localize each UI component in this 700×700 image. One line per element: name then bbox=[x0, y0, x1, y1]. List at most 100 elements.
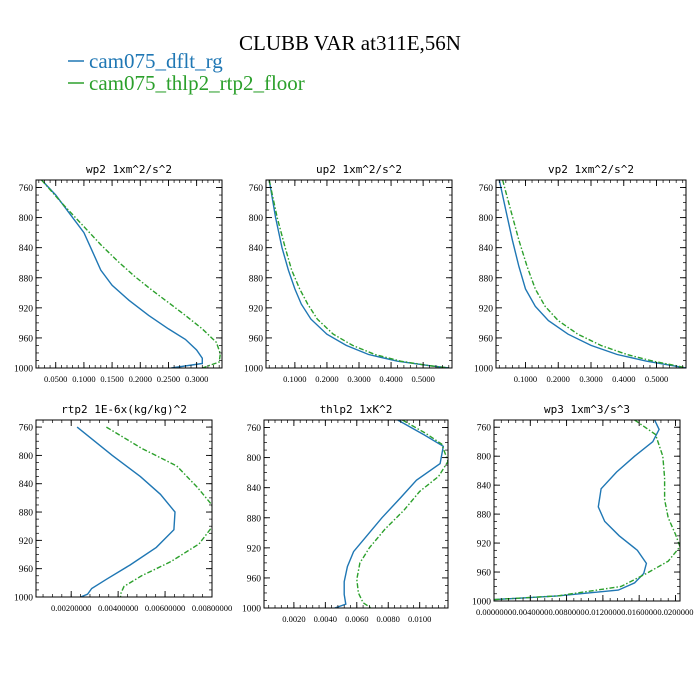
series-line-floor bbox=[494, 420, 680, 601]
x-tick-label: 0.4000 bbox=[379, 374, 402, 384]
panel-title: rtp2 1E-6x(kg/kg)^2 bbox=[61, 403, 187, 416]
y-tick-label: 960 bbox=[247, 574, 262, 584]
x-tick-label: 0.5000 bbox=[645, 374, 668, 384]
y-tick-label: 920 bbox=[477, 540, 492, 550]
panel-title: wp2 1xm^2/s^2 bbox=[86, 163, 172, 176]
y-tick-label: 920 bbox=[19, 304, 34, 314]
x-tick-label: 0.2000 bbox=[129, 374, 152, 384]
y-tick-label: 760 bbox=[249, 184, 264, 194]
y-tick-label: 960 bbox=[249, 334, 264, 344]
plot-frame bbox=[493, 419, 681, 602]
y-tick-label: 1000 bbox=[472, 598, 491, 608]
series-line-floor bbox=[106, 426, 212, 597]
y-tick-label: 760 bbox=[19, 424, 34, 434]
y-tick-label: 1000 bbox=[14, 365, 33, 375]
series-line-floor bbox=[41, 180, 222, 368]
series-line-dflt bbox=[498, 180, 686, 368]
legend-label-floor: cam075_thlp2_rtp2_floor bbox=[89, 71, 305, 95]
y-tick-label: 800 bbox=[477, 453, 492, 463]
y-tick-label: 840 bbox=[19, 480, 34, 490]
panel-1: wp2 1xm^2/s^2 760 800 840 880 920 960 1000 0.050… bbox=[14, 163, 223, 384]
x-tick-label: 0.00600000 bbox=[145, 603, 185, 613]
y-tick-label: 960 bbox=[477, 569, 492, 579]
y-tick-label: 920 bbox=[249, 304, 264, 314]
series-line-dflt bbox=[268, 180, 449, 368]
panel-title: vp2 1xm^2/s^2 bbox=[548, 163, 634, 176]
y-tick-label: 840 bbox=[247, 484, 262, 494]
x-tick-label: 0.0100 bbox=[408, 614, 431, 624]
x-tick-label: 0.00200000 bbox=[51, 603, 91, 613]
panel-2: up2 1xm^2/s^2 760 800 840 880 920 960 1000 0.100… bbox=[244, 163, 453, 384]
y-tick-label: 880 bbox=[247, 514, 262, 524]
figure-title: CLUBB VAR at311E,56N bbox=[239, 31, 461, 55]
legend: cam075_dflt_rg cam075_thlp2_rtp2_floor bbox=[68, 49, 305, 95]
y-tick-label: 920 bbox=[247, 544, 262, 554]
y-tick-label: 840 bbox=[19, 244, 34, 254]
y-tick-label: 960 bbox=[19, 334, 34, 344]
x-tick-label: 0.5000 bbox=[411, 374, 434, 384]
series-line-dflt bbox=[76, 426, 176, 597]
panel-title: up2 1xm^2/s^2 bbox=[316, 163, 402, 176]
y-tick-label: 960 bbox=[479, 334, 494, 344]
x-tick-label: 0.00400000 bbox=[98, 603, 138, 613]
x-tick-label: 0.2000 bbox=[315, 374, 338, 384]
panel-4: rtp2 1E-6x(kg/kg)^2 760 800 840 880 920 960 100… bbox=[14, 403, 232, 613]
x-tick-label: 0.2000 bbox=[547, 374, 570, 384]
series-line-floor bbox=[356, 420, 448, 608]
x-tick-label: 0.3000 bbox=[579, 374, 602, 384]
x-tick-label: 0.0120000 bbox=[585, 607, 621, 617]
y-tick-label: 960 bbox=[19, 565, 34, 575]
y-tick-label: 1000 bbox=[474, 365, 493, 375]
x-tick-label: 0.0160000 bbox=[621, 607, 657, 617]
series-line-dflt bbox=[334, 420, 445, 608]
x-tick-label: 0.0000000 bbox=[476, 607, 512, 617]
y-tick-label: 760 bbox=[19, 184, 34, 194]
x-tick-label: 0.4000 bbox=[612, 374, 635, 384]
y-tick-label: 760 bbox=[247, 424, 262, 434]
y-tick-label: 840 bbox=[249, 244, 264, 254]
x-tick-label: 0.1000 bbox=[72, 374, 95, 384]
y-tick-label: 920 bbox=[19, 537, 34, 547]
y-tick-label: 880 bbox=[477, 511, 492, 521]
y-tick-label: 800 bbox=[479, 214, 494, 224]
plot-frame bbox=[35, 419, 213, 598]
x-tick-label: 0.0200000 bbox=[657, 607, 693, 617]
y-tick-label: 800 bbox=[19, 452, 34, 462]
x-tick-label: 0.0020 bbox=[282, 614, 305, 624]
x-tick-label: 0.0500 bbox=[44, 374, 67, 384]
y-tick-label: 760 bbox=[479, 184, 494, 194]
x-tick-label: 0.0040 bbox=[314, 614, 337, 624]
y-tick-label: 800 bbox=[247, 454, 262, 464]
y-tick-label: 880 bbox=[249, 274, 264, 284]
y-tick-label: 880 bbox=[19, 274, 34, 284]
y-tick-label: 880 bbox=[19, 509, 34, 519]
x-tick-label: 0.0080000 bbox=[549, 607, 585, 617]
x-tick-label: 0.3000 bbox=[347, 374, 370, 384]
x-tick-label: 0.0040000 bbox=[512, 607, 548, 617]
x-tick-label: 0.0080 bbox=[377, 614, 400, 624]
panel-5: thlp2 1xK^2 760 800 840 880 920 960 1000 0.0020 0… bbox=[242, 403, 449, 624]
plot-frame bbox=[263, 419, 449, 609]
y-tick-label: 1000 bbox=[242, 605, 261, 615]
x-tick-label: 0.2500 bbox=[157, 374, 180, 384]
y-tick-label: 1000 bbox=[14, 594, 33, 604]
x-tick-label: 0.3000 bbox=[185, 374, 208, 384]
series-line-dflt bbox=[41, 180, 204, 368]
y-tick-label: 800 bbox=[249, 214, 264, 224]
x-tick-label: 0.1500 bbox=[100, 374, 123, 384]
x-tick-label: 0.00800000 bbox=[192, 603, 232, 613]
y-tick-label: 1000 bbox=[244, 365, 263, 375]
y-tick-label: 840 bbox=[479, 244, 494, 254]
panel-6: wp3 1xm^3/s^3 760 800 840 880 920 960 10000.000… bbox=[472, 403, 694, 617]
panel-title: wp3 1xm^3/s^3 bbox=[544, 403, 630, 416]
series-line-floor bbox=[268, 180, 449, 368]
y-tick-label: 880 bbox=[479, 274, 494, 284]
legend-label-dflt: cam075_dflt_rg bbox=[89, 49, 223, 73]
y-tick-label: 840 bbox=[477, 482, 492, 492]
panel-3: vp2 1xm^2/s^2 760 800 840 880 920 960 1000 0.100… bbox=[474, 163, 687, 384]
y-tick-label: 760 bbox=[477, 424, 492, 434]
y-tick-label: 800 bbox=[19, 214, 34, 224]
panel-title: thlp2 1xK^2 bbox=[320, 403, 393, 416]
